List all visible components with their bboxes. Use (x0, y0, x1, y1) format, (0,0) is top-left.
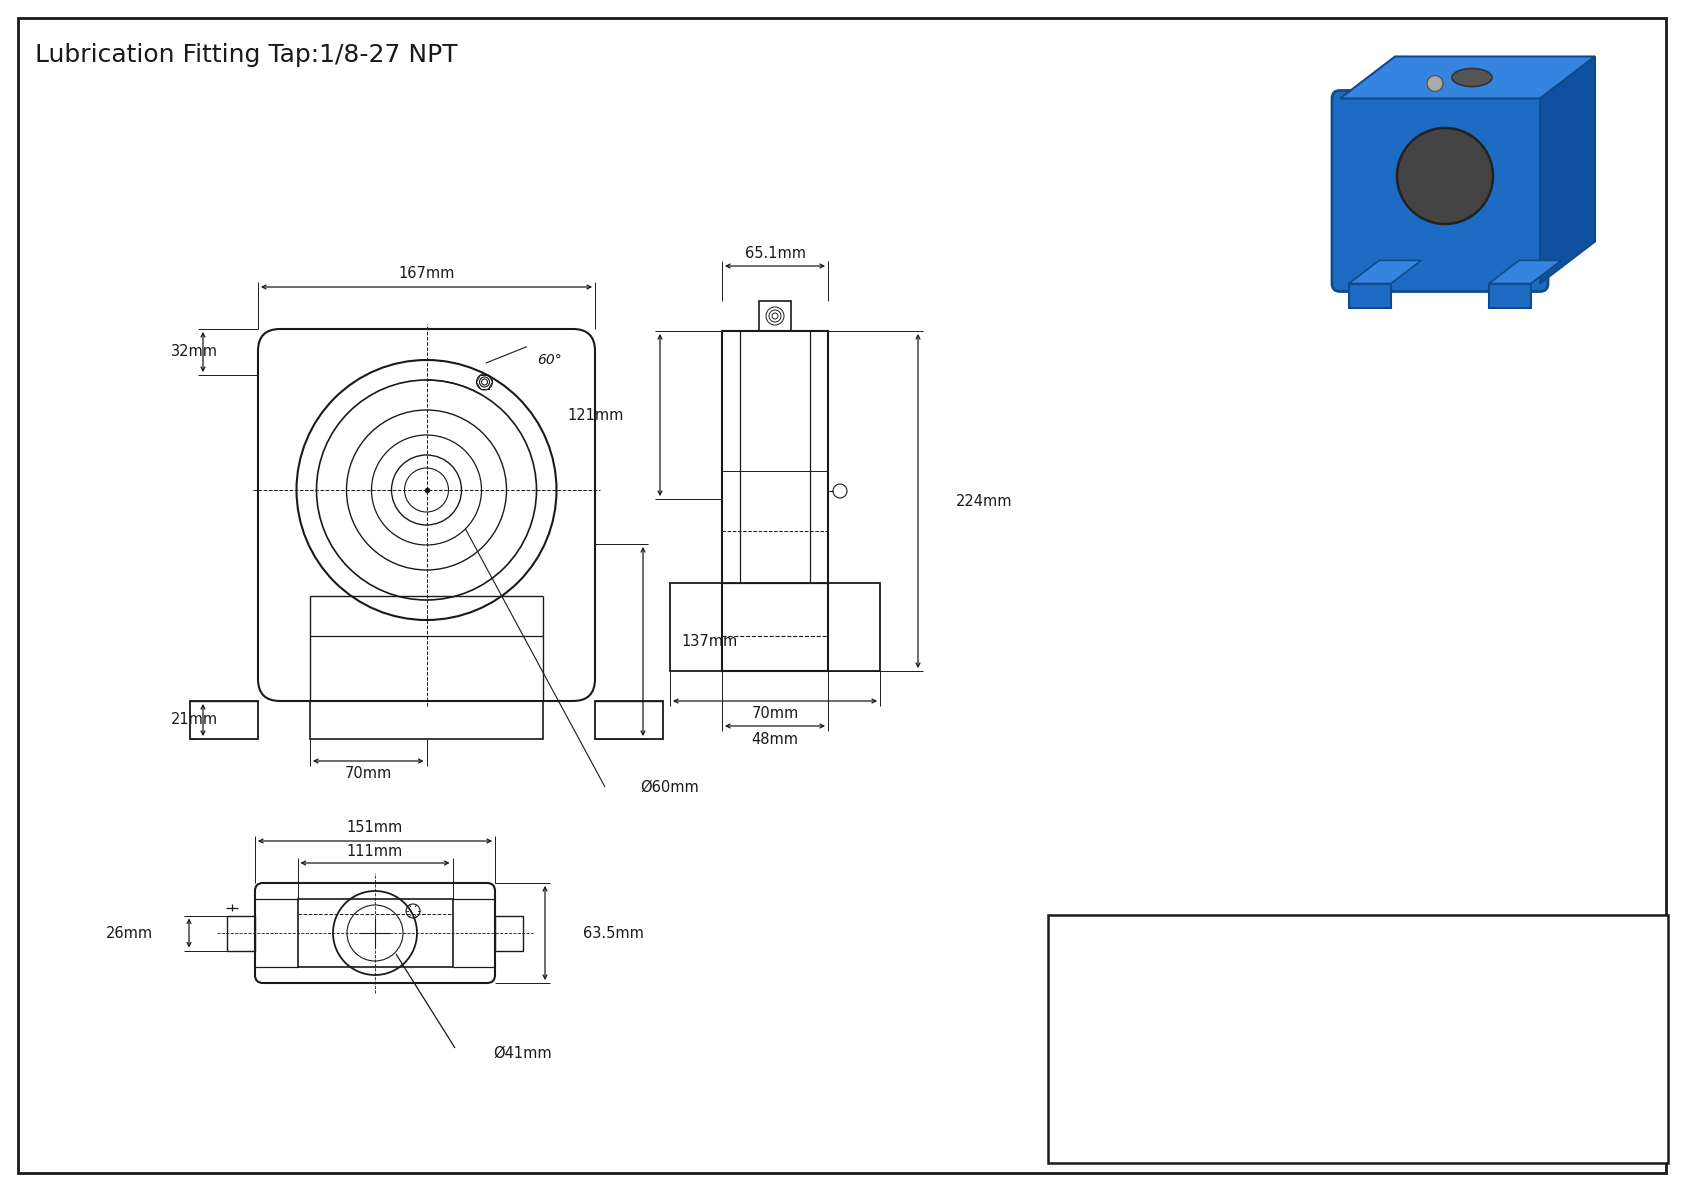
Text: 167mm: 167mm (399, 267, 455, 281)
Bar (759, 301, 791, 331)
Bar (495, 916, 524, 950)
Text: 151mm: 151mm (347, 821, 402, 836)
Text: 70mm: 70mm (345, 767, 392, 781)
Text: UCTX12: UCTX12 (1416, 1062, 1495, 1080)
Text: 48mm: 48mm (751, 731, 798, 747)
Circle shape (1426, 75, 1443, 92)
Text: Email: lilybearing@lily-bearing.com: Email: lilybearing@lily-bearing.com (1325, 990, 1586, 1004)
Text: LILY: LILY (1090, 952, 1201, 999)
Bar (190, 701, 258, 738)
Bar (594, 701, 663, 738)
Bar (298, 899, 453, 967)
Bar (1349, 283, 1391, 307)
Text: 65.1mm: 65.1mm (744, 245, 805, 261)
Polygon shape (1340, 56, 1595, 99)
Text: 224mm: 224mm (957, 493, 1012, 509)
Text: 26mm: 26mm (106, 925, 153, 941)
Text: ®: ® (1201, 941, 1212, 954)
Text: 111mm: 111mm (347, 843, 402, 859)
Text: 137mm: 137mm (680, 634, 738, 649)
Ellipse shape (1452, 69, 1492, 87)
Bar (1047, 915, 1667, 1162)
Polygon shape (1539, 56, 1595, 283)
Text: 70mm: 70mm (751, 706, 798, 722)
Polygon shape (1349, 261, 1421, 283)
Text: Lubrication Fitting Tap:1/8-27 NPT: Lubrication Fitting Tap:1/8-27 NPT (35, 43, 458, 67)
Text: Part
Number: Part Number (1113, 1081, 1177, 1116)
Text: 21mm: 21mm (172, 712, 219, 728)
Text: 60°: 60° (537, 354, 562, 367)
Bar (1489, 283, 1531, 307)
Text: Ø60mm: Ø60mm (640, 779, 699, 794)
Bar (227, 916, 254, 950)
Text: 63.5mm: 63.5mm (583, 925, 643, 941)
Circle shape (1423, 154, 1467, 198)
Polygon shape (1489, 261, 1561, 283)
Text: Take-Up Bearing Units Set Screw Locking: Take-Up Bearing Units Set Screw Locking (1298, 1116, 1612, 1130)
Circle shape (1410, 141, 1480, 211)
Text: Ø41mm: Ø41mm (493, 1046, 552, 1060)
Text: 121mm: 121mm (568, 407, 625, 423)
Circle shape (1433, 164, 1457, 188)
Bar (722, 331, 829, 671)
Bar (670, 584, 881, 671)
Text: 32mm: 32mm (172, 344, 217, 360)
Text: SHANGHAI LILY BEARING LIMITED: SHANGHAI LILY BEARING LIMITED (1298, 953, 1612, 971)
FancyBboxPatch shape (1332, 91, 1548, 292)
Circle shape (1398, 127, 1494, 224)
Bar (310, 701, 542, 738)
